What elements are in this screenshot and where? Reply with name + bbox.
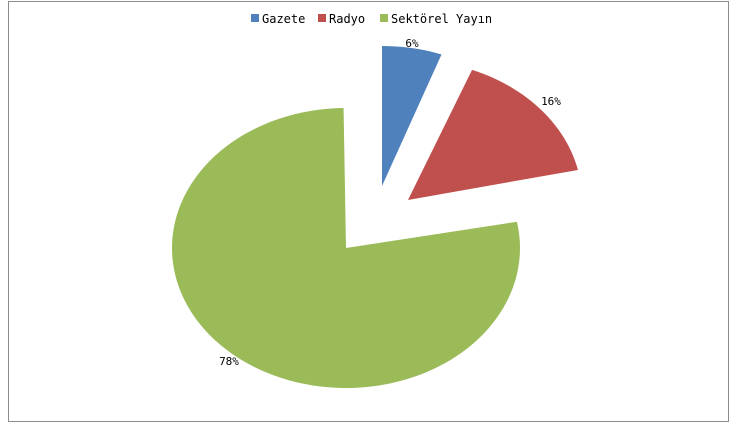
legend-swatch-sektorel-yayin (380, 14, 388, 22)
pie-slices (172, 46, 578, 388)
data-label-radyo: 16% (541, 95, 561, 108)
data-label-gazete: 6% (405, 37, 419, 50)
pie-slice-radyo (408, 69, 578, 200)
legend: Gazete Radyo Sektörel Yayın (251, 12, 492, 26)
legend-swatch-radyo (318, 14, 326, 22)
legend-label-gazete: Gazete (262, 12, 305, 26)
legend-label-sektorel-yayin: Sektörel Yayın (391, 12, 492, 26)
pie-slice-sektörel-yayın (172, 108, 520, 388)
legend-label-radyo: Radyo (329, 12, 365, 26)
legend-swatch-gazete (251, 14, 259, 22)
data-label-sektorel-yayin: 78% (219, 355, 239, 368)
pie-slice-gazete (382, 46, 442, 186)
